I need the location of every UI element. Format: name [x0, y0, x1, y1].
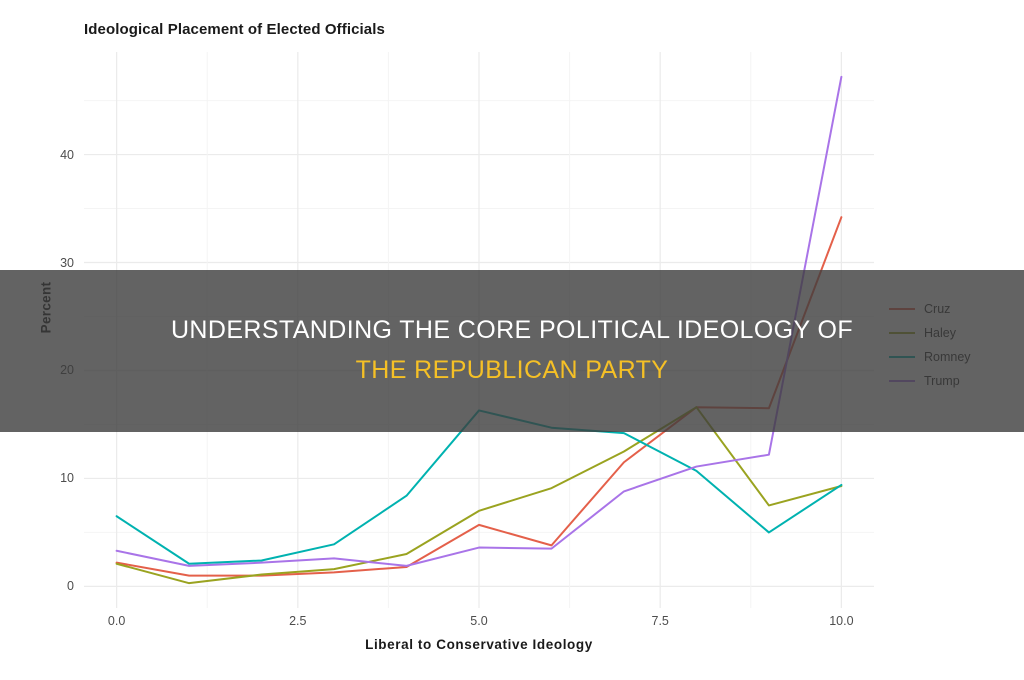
x-tick-label: 0.0	[107, 614, 126, 628]
overlay-headline-secondary: THE REPUBLICAN PARTY	[355, 356, 669, 384]
x-axis-title: Liberal to Conservative Ideology	[365, 637, 593, 652]
series-line-trump	[115, 75, 843, 567]
x-tick-label: 5.0	[470, 614, 488, 628]
chart-title: Ideological Placement of Elected Officia…	[84, 21, 385, 38]
y-tick-label: 30	[60, 255, 74, 270]
x-tick-label: 10.0	[829, 614, 854, 628]
x-tick-label: 2.5	[289, 614, 307, 628]
y-tick-label: 10	[60, 471, 74, 486]
x-axis-tick-labels: 0.0 2.5 5.0 7.5 10.0	[84, 614, 874, 634]
overlay-headline-primary: UNDERSTANDING THE CORE POLITICAL IDEOLOG…	[170, 316, 854, 345]
overlay-title-band: UNDERSTANDING THE CORE POLITICAL IDEOLOG…	[0, 270, 1024, 432]
series-line-haley	[115, 406, 843, 585]
y-tick-label: 40	[60, 147, 74, 162]
y-tick-label: 0	[67, 579, 74, 594]
x-tick-label: 7.5	[651, 614, 669, 628]
